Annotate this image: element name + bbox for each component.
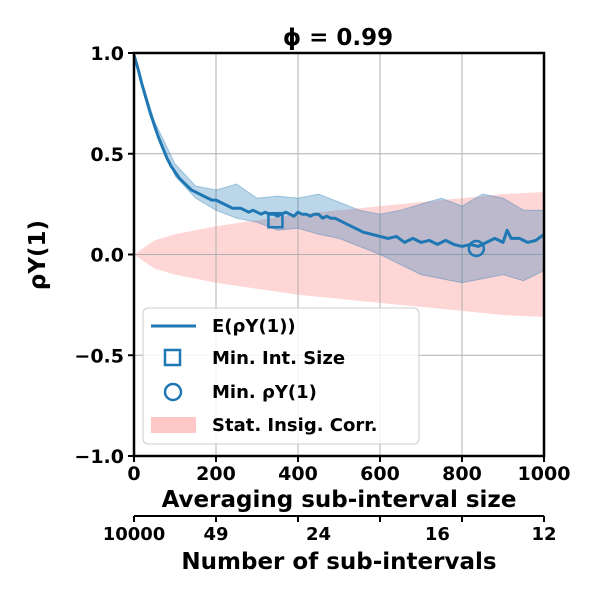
legend-box: [142, 307, 420, 445]
legend: E(ρY(1)) Min. Int. Size Min. ρY(1) Stat.…: [142, 307, 420, 445]
x-tick-label: 200: [196, 463, 236, 485]
x-tick-label: 0: [127, 463, 140, 485]
y-tick-label: −0.5: [74, 345, 124, 367]
legend-label-min-int-size: Min. Int. Size: [212, 348, 345, 369]
legend-label-min-rho: Min. ρY(1): [212, 382, 317, 403]
secondary-x-tick-label: 10000: [103, 524, 166, 545]
y-axis-label: ρY(1): [25, 220, 51, 290]
legend-square-swatch: [163, 348, 182, 367]
x-tick-label: 1000: [518, 463, 571, 485]
x-tick-label: 400: [278, 463, 318, 485]
legend-region-swatch: [151, 417, 196, 433]
chart-title: ϕ = 0.99: [283, 25, 393, 51]
mean-line: [132, 54, 545, 248]
secondary-x-axis: 10000 49 24 16 12: [103, 515, 557, 545]
secondary-x-tick-label: 24: [306, 524, 331, 545]
legend-label-mean: E(ρY(1)): [212, 316, 296, 337]
y-tick-label: 0.5: [90, 144, 124, 166]
y-tick-label: 1.0: [90, 43, 124, 65]
legend-circle-swatch: [163, 382, 183, 402]
y-axis: −1.0 −0.5 0.0 0.5 1.0: [74, 43, 134, 468]
x-tick-label: 600: [360, 463, 400, 485]
legend-label-insig-corr: Stat. Insig. Corr.: [212, 415, 377, 436]
y-tick-label: 0.0: [90, 245, 124, 267]
secondary-x-tick-label: 16: [425, 524, 450, 545]
secondary-x-tick-label: 12: [531, 524, 556, 545]
min-int-size-marker: [267, 211, 284, 229]
min-rho-marker: [467, 239, 486, 258]
y-tick-label: −1.0: [74, 446, 124, 468]
secondary-x-tick-label: 49: [203, 524, 228, 545]
x-tick-label: 800: [442, 463, 482, 485]
x-axis: 0 200 400 600 800 1000: [127, 456, 570, 485]
secondary-x-axis-label: Number of sub-intervals: [181, 549, 496, 575]
x-axis-label: Averaging sub-interval size: [162, 487, 517, 513]
